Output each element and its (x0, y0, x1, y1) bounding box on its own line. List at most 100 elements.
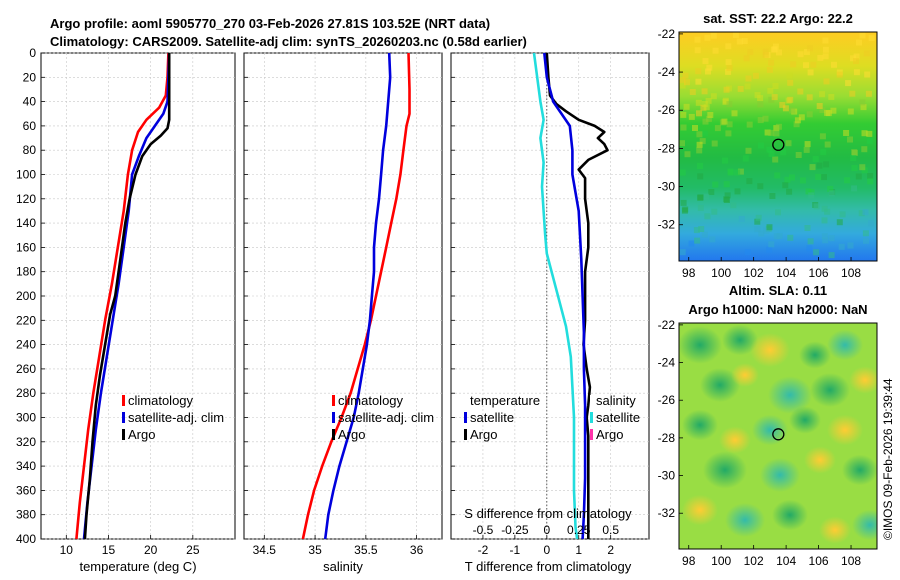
sst-pixel (703, 193, 710, 200)
sst-pixel (725, 59, 732, 66)
sst-pixel (727, 169, 734, 176)
salinity-difference-tick-label: 0.25 (567, 523, 591, 537)
sst-pixel (741, 38, 748, 45)
depth-tick-label: 320 (16, 435, 36, 449)
sst-pixel (772, 156, 779, 163)
sst-pixel (722, 98, 729, 105)
sst-pixel (696, 131, 703, 138)
sla-blob (842, 454, 877, 486)
x-tick-label: 35.5 (354, 543, 378, 557)
legend-label: satellite-adj. clim (338, 410, 434, 425)
sst-pixel (767, 87, 774, 94)
sst-pixel (746, 178, 753, 185)
sst-pixel (695, 78, 702, 85)
sla-map-panel: Altim. SLA: 0.11 Argo h1000: NaN h2000: … (658, 283, 878, 568)
sla-blob (682, 409, 718, 441)
sst-pixel (721, 118, 728, 125)
sst-pixel (828, 190, 835, 197)
sst-pixel (705, 115, 712, 122)
sst-pixel (819, 107, 826, 113)
sst-pixel (817, 54, 824, 61)
sla-blob (719, 426, 751, 454)
sst-pixel (708, 189, 715, 195)
sst-pixel (775, 123, 782, 130)
map-y-tick-label: -28 (658, 431, 676, 445)
sst-pixel (780, 149, 787, 156)
sst-pixel (757, 101, 764, 108)
depth-tick-label: 260 (16, 362, 36, 376)
sst-texture (679, 32, 875, 259)
sst-pixel (828, 235, 835, 242)
depth-tick-labels: 0 20 40 60 80 100 120 140 160 180 200 220 240 260 280 3… (16, 46, 36, 546)
sst-pixel (703, 104, 710, 111)
sst-pixel (866, 138, 873, 145)
salinity-difference-tick-label: 0.5 (602, 523, 619, 537)
argo-line (83, 53, 171, 540)
map-y-tick-label: -24 (658, 65, 676, 79)
sst-pixel (736, 38, 743, 45)
sst-pixel (843, 130, 850, 136)
figure-title-line1: Argo profile: aoml 5905770_270 03-Feb-20… (50, 16, 490, 31)
sst-pixel (807, 238, 814, 245)
sst-pixel (819, 133, 826, 140)
sst-pixel (807, 45, 813, 52)
sst-pixel (861, 130, 868, 137)
sst-pixel (867, 178, 874, 185)
depth-tick-label: 240 (16, 338, 36, 352)
sst-pixel (679, 82, 686, 89)
sst-pixel (853, 69, 860, 76)
sla-blob (799, 341, 831, 369)
temperature-legend: climatology satellite-adj. clim Argo (122, 393, 224, 442)
sst-pixel (742, 155, 749, 162)
sst-pixel (725, 43, 732, 50)
sst-pixel (772, 83, 779, 89)
sst-pixel (828, 93, 835, 100)
sst-pixel (782, 182, 789, 189)
depth-tick-label: 400 (16, 532, 36, 546)
sst-map-frame (678, 31, 878, 262)
sst-pixel (696, 110, 702, 117)
sst-pixel (755, 214, 762, 221)
sst-pixel (758, 142, 764, 149)
sst-pixel (710, 93, 717, 100)
sst-pixel (850, 155, 857, 161)
sst-pixel (763, 227, 770, 234)
legend-swatch (332, 412, 335, 423)
map-x-tick-label: 100 (711, 554, 731, 568)
sst-map-ticks: 98 100 102 104 106 108 -22 -24 -26 -28 -30 -32 (658, 27, 862, 280)
sst-pixel (725, 68, 732, 75)
sst-pixel (744, 83, 751, 90)
sst-pixel (813, 249, 820, 256)
difference-lines (532, 52, 609, 540)
difference-panel: -2 -1 0 1 2 temperature satellite Argo salinity… (450, 52, 650, 574)
sst-pixel (803, 62, 809, 69)
sst-pixel (768, 59, 775, 66)
map-y-tick-label: -28 (658, 141, 676, 155)
sst-pixel (709, 236, 716, 243)
map-x-tick-label: 108 (841, 554, 861, 568)
sla-blob (810, 373, 850, 407)
sst-pixel (682, 72, 689, 79)
sst-pixel (701, 88, 708, 95)
sst-pixel (821, 217, 828, 224)
legend-label: climatology (128, 393, 194, 408)
sst-pixel (695, 68, 702, 75)
sst-pixel (701, 101, 708, 107)
sst-pixel (862, 230, 869, 237)
sst-pixel (806, 94, 813, 101)
sst-pixel (809, 164, 816, 171)
sst-pixel (696, 147, 703, 154)
x-tick-label: 1 (575, 543, 582, 557)
sst-pixel (790, 61, 797, 68)
depth-tick-label: 160 (16, 240, 36, 254)
salinity-xlabel: salinity (323, 559, 363, 574)
depth-tick-label: 40 (23, 95, 37, 109)
sst-pixel (776, 232, 783, 239)
sst-pixel (768, 150, 775, 157)
sst-pixel (822, 53, 829, 60)
sst-pixel (754, 226, 761, 233)
sla-blob (772, 499, 808, 531)
sst-pixel (785, 140, 792, 147)
sst-pixel (747, 49, 754, 56)
sst-pixel (795, 152, 802, 158)
